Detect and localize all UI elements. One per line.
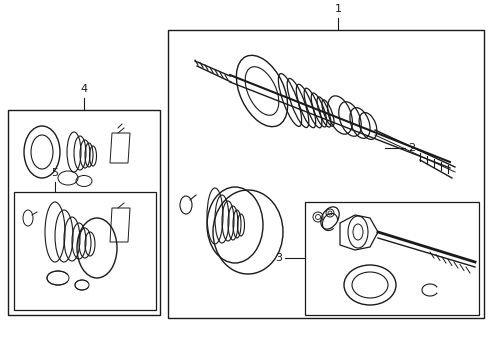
Text: 1: 1	[334, 4, 341, 14]
Text: 3: 3	[274, 253, 282, 263]
Text: 2: 2	[407, 143, 414, 153]
Text: 5: 5	[51, 168, 59, 178]
Text: 4: 4	[80, 84, 87, 94]
